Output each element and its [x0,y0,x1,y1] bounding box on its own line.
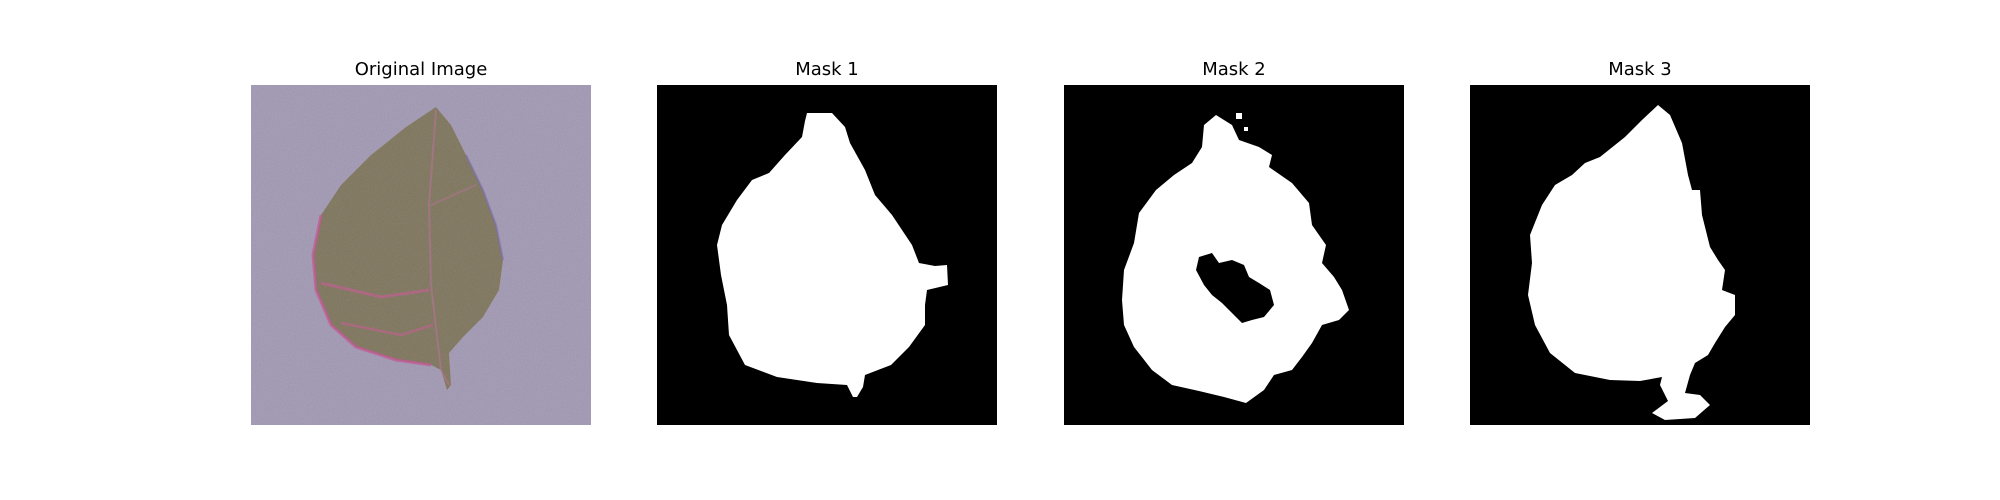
mask-speck [1236,113,1242,119]
mask-region [1528,105,1735,420]
leaf-shape [313,107,503,390]
leaf-vein [427,109,450,386]
leaf-edge [311,214,432,367]
mask-region [1122,115,1349,403]
mask-speck [1244,127,1248,131]
mask-speck [1261,213,1269,218]
leaf-edge [465,154,504,261]
leaf-vein [430,184,477,206]
leaf-vein [320,281,430,299]
mask-2-image [1064,85,1404,425]
panel-title: Mask 1 [795,59,859,80]
panel-title: Mask 3 [1608,59,1672,80]
original-leaf-photo [251,85,591,425]
mask-1-image [657,85,997,425]
panel-title: Original Image [354,59,488,80]
mask-3-image [1470,85,1810,425]
panel-title: Mask 2 [1202,59,1266,80]
leaf-vein [340,321,434,337]
mask-region [717,113,948,397]
